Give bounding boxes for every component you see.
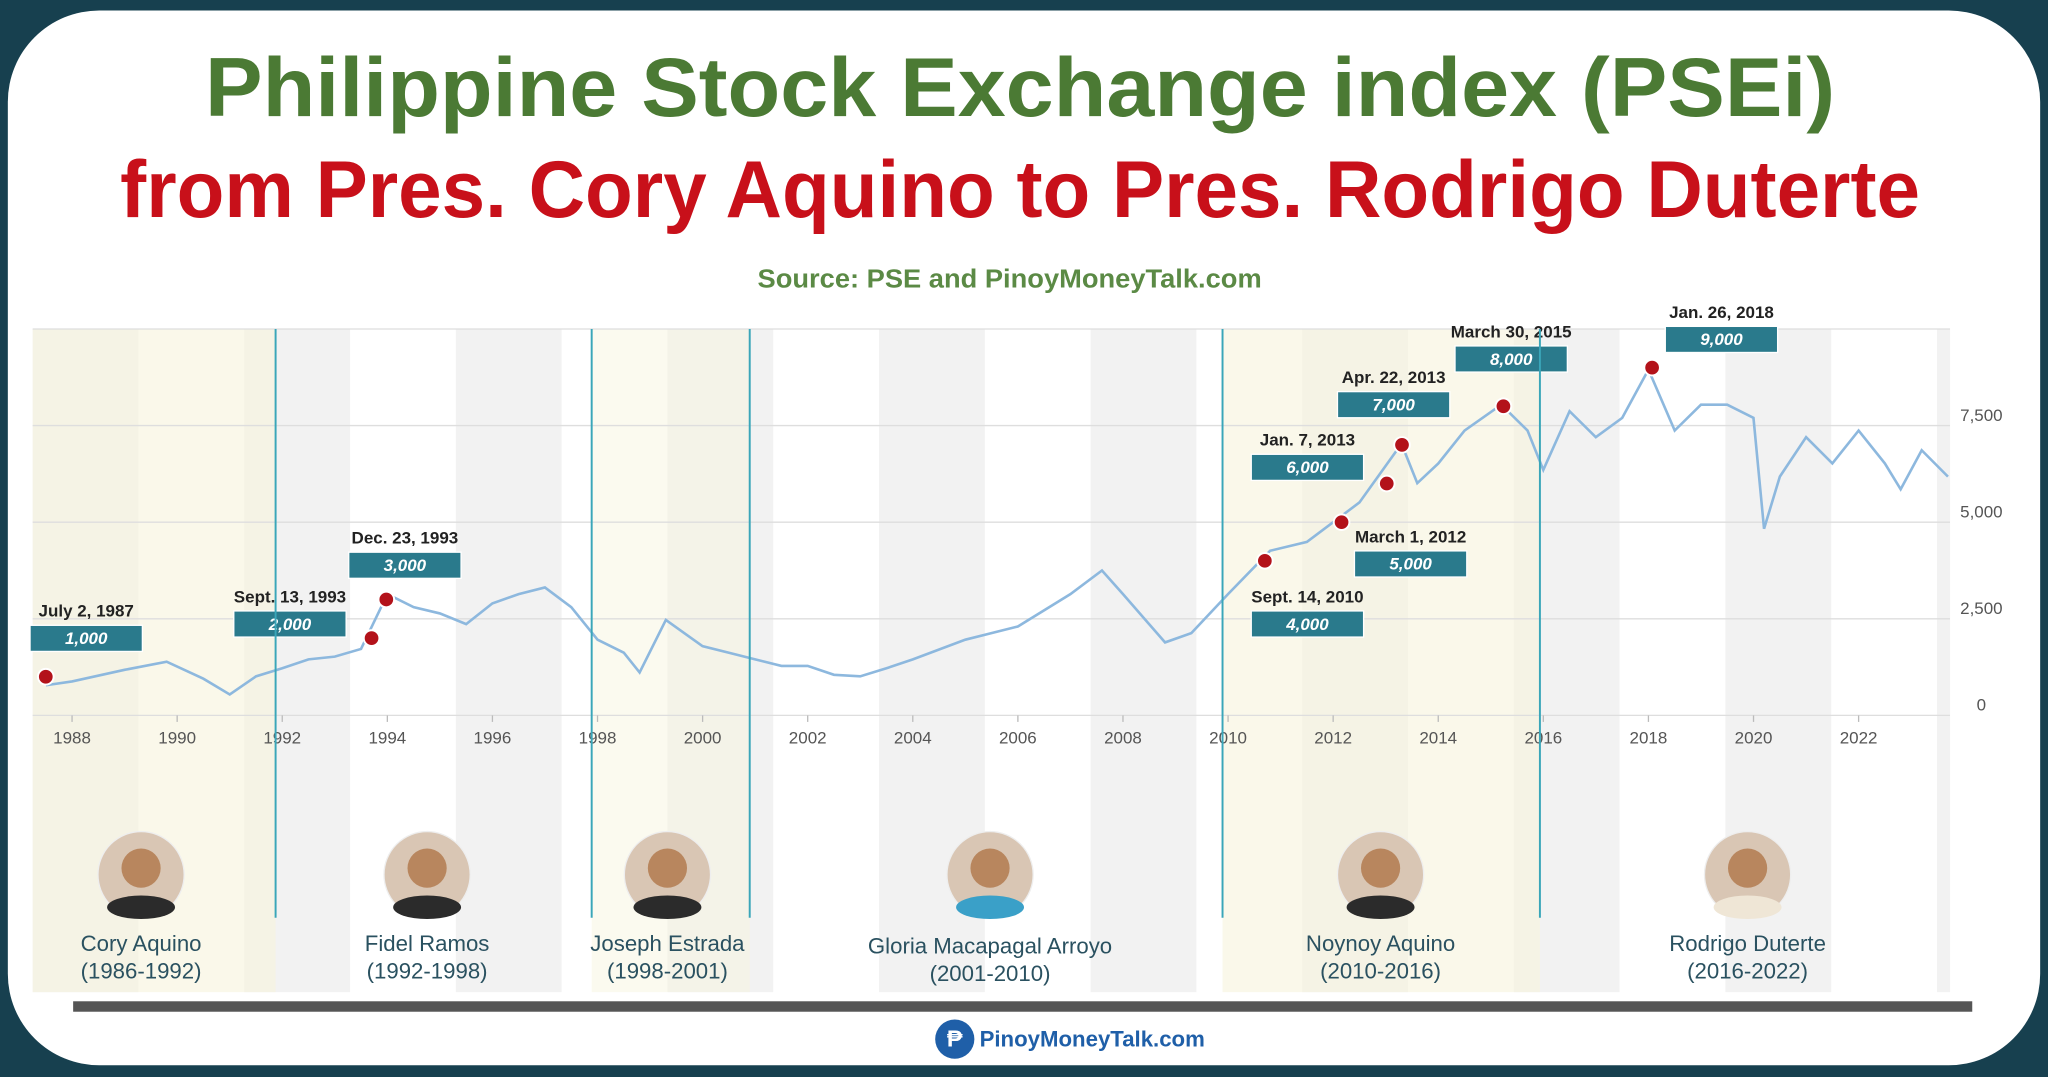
milestone-date: Jan. 26, 2018 bbox=[1669, 303, 1774, 322]
milestone-date: Jan. 7, 2013 bbox=[1260, 431, 1355, 450]
x-tick-label: 1990 bbox=[158, 728, 196, 747]
portrait-face bbox=[970, 848, 1010, 888]
milestone-dot bbox=[1332, 513, 1351, 531]
y-tick-label: 2,500 bbox=[1960, 599, 2002, 618]
x-tick-label: 1998 bbox=[579, 728, 617, 747]
x-tick-label: 2012 bbox=[1314, 728, 1352, 747]
x-tick-label: 2000 bbox=[684, 728, 722, 747]
source: Source: PSE and PinoyMoneyTalk.com bbox=[758, 264, 1262, 294]
logo-icon bbox=[935, 1019, 975, 1059]
x-tick-label: 1994 bbox=[368, 728, 406, 747]
milestone-dot bbox=[36, 667, 55, 686]
milestone-value: 8,000 bbox=[1490, 350, 1533, 369]
milestone-date: March 1, 2012 bbox=[1355, 527, 1466, 546]
milestone-box bbox=[348, 551, 462, 579]
footer-brand: PinoyMoneyTalk.com bbox=[980, 1026, 1205, 1051]
milestone-box bbox=[233, 610, 347, 638]
president-term: (2001-2010) bbox=[930, 961, 1051, 986]
x-tick-label: 2006 bbox=[999, 728, 1037, 747]
milestone-date: July 2, 1987 bbox=[39, 602, 134, 621]
x-tick-label: 2014 bbox=[1419, 728, 1457, 747]
milestone-box bbox=[1353, 550, 1468, 578]
president-term: (1998-2001) bbox=[607, 958, 728, 983]
milestone-value: 7,000 bbox=[1372, 395, 1415, 414]
x-tick-label: 2018 bbox=[1630, 728, 1668, 747]
milestone-dot bbox=[1256, 552, 1274, 570]
president-name: Rodrigo Duterte bbox=[1669, 931, 1826, 956]
column-band bbox=[1090, 328, 1197, 993]
portrait-face bbox=[1360, 848, 1401, 888]
president-term: (2010-2016) bbox=[1320, 958, 1441, 983]
president-term: (2016-2022) bbox=[1687, 958, 1808, 983]
footer-rule bbox=[73, 1001, 1973, 1012]
milestone-value: 5,000 bbox=[1389, 555, 1432, 574]
y-tick-label: 7,500 bbox=[1960, 406, 2002, 425]
milestone-box bbox=[1664, 325, 1779, 354]
president-term: (1986-1992) bbox=[81, 958, 202, 983]
milestone-value: 9,000 bbox=[1700, 330, 1743, 349]
milestone-box bbox=[1250, 610, 1365, 638]
portrait-face bbox=[1728, 848, 1768, 888]
title: Philippine Stock Exchange index (PSEi) bbox=[205, 40, 1835, 134]
milestone-value: 3,000 bbox=[384, 556, 427, 575]
president-name: Cory Aquino bbox=[81, 931, 202, 956]
x-tick-label: 2016 bbox=[1524, 728, 1562, 747]
president-name: Noynoy Aquino bbox=[1306, 931, 1455, 956]
milestone-dot bbox=[362, 629, 381, 647]
milestone-date: Sept. 13, 1993 bbox=[234, 587, 346, 606]
portrait-suit bbox=[1346, 895, 1415, 920]
president-name: Fidel Ramos bbox=[365, 931, 490, 956]
x-tick-label: 2020 bbox=[1735, 728, 1773, 747]
column-band bbox=[455, 328, 562, 993]
milestone-date: Sept. 14, 2010 bbox=[1251, 587, 1363, 606]
subtitle: from Pres. Cory Aquino to Pres. Rodrigo … bbox=[120, 145, 1920, 235]
portrait-suit bbox=[633, 895, 702, 920]
president-term: (1992-1998) bbox=[367, 958, 488, 983]
milestone-dot bbox=[1393, 436, 1411, 454]
x-tick-label: 2004 bbox=[894, 728, 932, 747]
milestone-date: March 30, 2015 bbox=[1451, 322, 1572, 341]
portrait-face bbox=[407, 848, 447, 888]
portrait-suit bbox=[956, 895, 1024, 920]
x-tick-label: 2002 bbox=[789, 728, 827, 747]
milestone-dot bbox=[1377, 474, 1396, 493]
portrait-suit bbox=[1713, 895, 1782, 920]
milestone-date: Apr. 22, 2013 bbox=[1342, 368, 1446, 387]
milestone-value: 4,000 bbox=[1285, 615, 1329, 634]
term-dividers bbox=[274, 328, 1541, 918]
milestone-dot bbox=[1643, 358, 1661, 377]
x-tick-label: 2008 bbox=[1104, 728, 1142, 747]
milestone-dot bbox=[377, 590, 396, 609]
milestone-box bbox=[1336, 390, 1451, 419]
x-tick-label: 1988 bbox=[53, 728, 91, 747]
president-name: Gloria Macapagal Arroyo bbox=[868, 934, 1112, 959]
milestone-value: 2,000 bbox=[268, 615, 312, 634]
x-tick-label: 1996 bbox=[474, 728, 512, 747]
milestone-box bbox=[1250, 453, 1365, 482]
portrait-suit bbox=[393, 895, 462, 920]
logo-glyph: ₱ bbox=[947, 1026, 963, 1052]
portrait-face bbox=[647, 848, 688, 888]
milestone-dot bbox=[1494, 397, 1513, 416]
portrait-face bbox=[121, 848, 161, 888]
y-tick-label: 0 bbox=[1977, 696, 1986, 715]
milestone-date: Dec. 23, 1993 bbox=[352, 529, 459, 548]
milestone-box bbox=[1454, 345, 1568, 373]
x-tick-label: 2010 bbox=[1209, 728, 1247, 747]
x-tick-label: 2022 bbox=[1840, 728, 1878, 747]
y-tick-label: 5,000 bbox=[1960, 503, 2002, 522]
milestone-box bbox=[29, 624, 144, 653]
president-name: Joseph Estrada bbox=[590, 931, 745, 956]
milestone-value: 1,000 bbox=[65, 629, 108, 648]
x-tick-label: 1992 bbox=[263, 728, 301, 747]
portrait-suit bbox=[107, 895, 176, 920]
column-band bbox=[1936, 328, 1951, 993]
milestone-value: 6,000 bbox=[1286, 458, 1329, 477]
